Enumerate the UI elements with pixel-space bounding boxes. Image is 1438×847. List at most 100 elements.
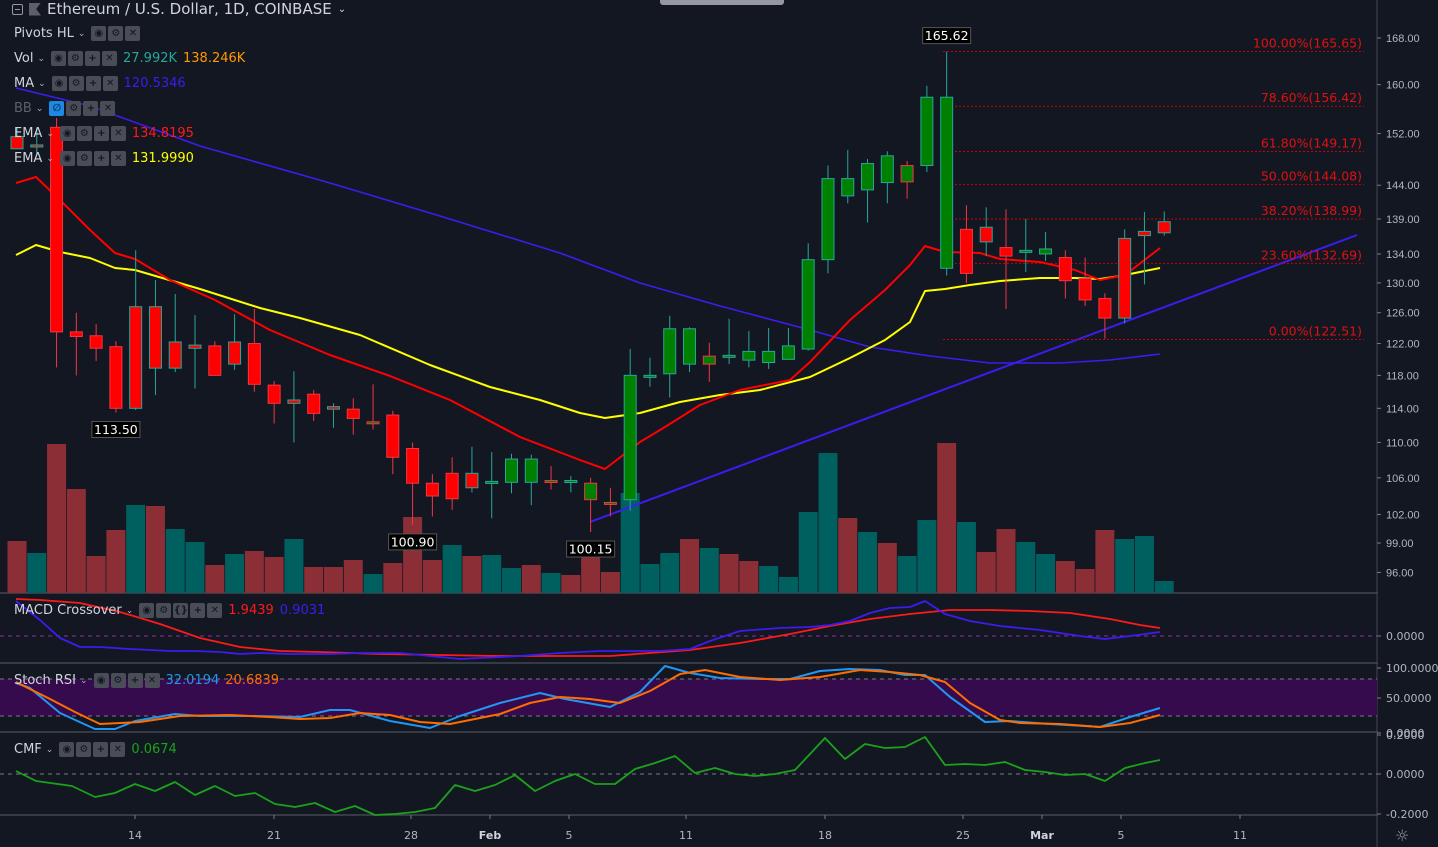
candle[interactable] — [762, 328, 776, 369]
candle[interactable] — [287, 371, 301, 443]
settings-icon[interactable]: ⚙ — [76, 126, 92, 141]
candle[interactable] — [50, 118, 64, 368]
candle[interactable] — [1039, 232, 1053, 262]
candle[interactable] — [346, 398, 360, 435]
flag-icon[interactable] — [29, 2, 41, 16]
candle[interactable] — [959, 205, 973, 283]
legend-name[interactable]: BB — [14, 101, 32, 116]
add-icon[interactable]: + — [93, 151, 109, 166]
legend-vol[interactable]: Vol ⌄ ◉ ⚙ + ✕ 27.992K 138.246K — [14, 51, 245, 66]
symbol-title[interactable]: Ethereum / U.S. Dollar, 1D, COINBASE — [47, 0, 332, 18]
remove-icon[interactable]: ✕ — [207, 603, 223, 618]
visibility-icon[interactable]: ◉ — [139, 603, 155, 618]
candle[interactable] — [386, 410, 400, 475]
candle[interactable] — [584, 477, 598, 533]
chevron-down-icon[interactable]: ⌄ — [38, 78, 46, 89]
collapse-icon[interactable] — [12, 3, 23, 15]
add-icon[interactable]: + — [190, 603, 206, 618]
candle[interactable] — [505, 453, 518, 494]
settings-icon[interactable]: ⚙ — [68, 51, 83, 66]
chevron-down-icon[interactable]: ⌄ — [37, 53, 45, 64]
chevron-down-icon[interactable]: ⌄ — [46, 128, 54, 139]
candle[interactable] — [188, 315, 202, 389]
chevron-down-icon[interactable]: ⌄ — [337, 3, 347, 15]
candle[interactable] — [1098, 293, 1112, 339]
candle[interactable] — [445, 457, 459, 510]
candle[interactable] — [208, 341, 222, 376]
legend-stoch-rsi[interactable]: Stoch RSI ⌄ ◉ ⚙ + ✕ 32.0194 20.6839 — [14, 673, 279, 688]
settings-icon[interactable]: ⚙ — [66, 101, 82, 116]
settings-icon[interactable]: ⚙ — [68, 76, 84, 91]
settings-icon[interactable]: ⚙ — [76, 151, 92, 166]
chevron-down-icon[interactable]: ⌄ — [125, 605, 134, 616]
candle[interactable] — [920, 85, 934, 173]
settings-icon[interactable]: ⚙ — [110, 673, 126, 688]
remove-icon[interactable]: ✕ — [100, 101, 116, 116]
candle[interactable] — [861, 159, 875, 223]
candle[interactable] — [603, 487, 617, 517]
candle[interactable] — [999, 209, 1013, 309]
legend-name[interactable]: CMF — [14, 742, 42, 757]
candle[interactable] — [643, 357, 657, 387]
candle[interactable] — [247, 308, 261, 392]
candle[interactable] — [1137, 212, 1151, 285]
chevron-down-icon[interactable]: ⌄ — [46, 153, 54, 164]
visibility-icon[interactable]: ◉ — [51, 51, 66, 66]
candle[interactable] — [1019, 218, 1033, 272]
candle[interactable] — [940, 51, 954, 276]
candle[interactable] — [564, 476, 578, 493]
remove-icon[interactable]: ✕ — [110, 742, 126, 757]
chevron-down-icon[interactable]: ⌄ — [35, 103, 44, 114]
remove-icon[interactable]: ✕ — [125, 26, 141, 41]
candle[interactable] — [465, 446, 479, 493]
chevron-down-icon[interactable]: ⌄ — [77, 28, 86, 39]
legend-ema[interactable]: EMA ⌄ ◉ ⚙ + ✕ 134.8195 — [14, 126, 194, 141]
visibility-icon[interactable]: ◉ — [59, 742, 75, 757]
settings-icon[interactable]: ⚙ — [156, 603, 172, 618]
chevron-down-icon[interactable]: ⌄ — [79, 675, 88, 686]
add-icon[interactable]: + — [93, 126, 109, 141]
candle[interactable] — [781, 328, 795, 360]
remove-icon[interactable]: ✕ — [102, 51, 117, 66]
legend-name[interactable]: EMA — [14, 126, 43, 141]
price-axis[interactable] — [1378, 0, 1438, 847]
candle[interactable] — [69, 312, 83, 376]
candle[interactable] — [683, 327, 697, 373]
candle[interactable] — [1058, 250, 1072, 299]
candle[interactable] — [366, 384, 380, 430]
candle[interactable] — [1078, 257, 1092, 306]
add-icon[interactable]: + — [93, 742, 109, 757]
candle[interactable] — [148, 279, 162, 396]
candle[interactable] — [1118, 229, 1132, 324]
legend-name[interactable]: MACD Crossover — [14, 603, 122, 618]
candle[interactable] — [1157, 211, 1171, 236]
legend-name[interactable]: Stoch RSI — [14, 673, 76, 688]
candle[interactable] — [168, 293, 182, 373]
candle[interactable] — [900, 160, 914, 199]
visibility-icon[interactable]: ◉ — [51, 76, 67, 91]
legend-macd[interactable]: MACD Crossover ⌄ ◉ ⚙{} + ✕ 1.9439 0.9031 — [14, 603, 325, 618]
legend-name[interactable]: Vol — [14, 51, 34, 66]
legend-pivots-hl[interactable]: Pivots HL ⌄ ◉ ⚙ ✕ — [14, 26, 141, 41]
add-icon[interactable]: + — [83, 101, 99, 116]
legend-name[interactable]: EMA — [14, 151, 43, 166]
legend-ema[interactable]: EMA ⌄ ◉ ⚙ + ✕ 131.9990 — [14, 151, 194, 166]
chevron-down-icon[interactable]: ⌄ — [45, 744, 54, 755]
settings-icon[interactable]: ⚙ — [76, 742, 92, 757]
settings-icon[interactable]: ⚙ — [108, 26, 124, 41]
source-code-icon[interactable]: {} — [173, 603, 189, 618]
candle[interactable] — [880, 151, 894, 204]
visibility-icon[interactable]: ◉ — [59, 126, 75, 141]
add-icon[interactable]: + — [85, 76, 101, 91]
legend-name[interactable]: Pivots HL — [14, 26, 74, 41]
trendline[interactable] — [589, 234, 1358, 523]
candle[interactable] — [979, 207, 993, 257]
candle[interactable] — [425, 474, 439, 517]
candle[interactable] — [485, 452, 499, 519]
candle[interactable] — [544, 466, 558, 490]
candle[interactable] — [326, 403, 340, 428]
candle[interactable] — [406, 442, 420, 525]
candle[interactable] — [109, 341, 123, 413]
candle[interactable] — [89, 324, 103, 361]
